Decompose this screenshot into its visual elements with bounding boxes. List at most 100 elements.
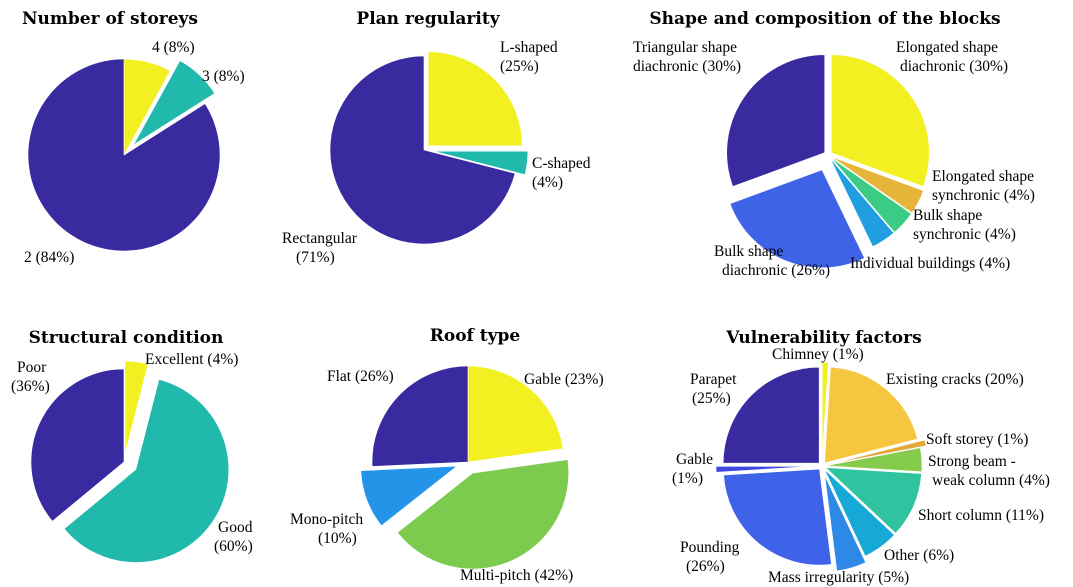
pie-slice-mono-pitch (360, 465, 458, 527)
label-line: (26%) (686, 558, 725, 575)
pie-slice-3 (133, 60, 216, 146)
label-line: (25%) (692, 390, 731, 407)
slice-label-pounding: Pounding (26%) (680, 539, 743, 575)
label-line: Elongated shape (896, 39, 998, 56)
pie-slice-rectangular (329, 55, 516, 245)
label-line: diachronic (30%) (633, 58, 741, 75)
slice-label-gable: Gable (1%) (672, 451, 717, 487)
slice-label-short-column: Short column (11%) (918, 507, 1044, 524)
slice-label-rectangular: Rectangular (71%) (282, 230, 361, 266)
chart-title: Number of storeys (22, 9, 198, 29)
slice-label-chimney: Chimney (1%) (772, 346, 864, 363)
label-line: synchronic (4%) (913, 226, 1016, 243)
pie-slice-excellent (124, 360, 149, 455)
pie-slice-2 (27, 58, 221, 252)
label-line: C-shaped (532, 155, 591, 172)
pie-slice-gable (715, 466, 813, 473)
label-line: Elongated shape (932, 168, 1034, 185)
label-line: diachronic (26%) (722, 262, 830, 279)
chart-vulnerability-factors: Vulnerability factors Chimney (1%) Exist… (672, 328, 1050, 586)
chart-title: Shape and composition of the blocks (649, 9, 1000, 29)
slice-label-poor: Poor (36%) (11, 359, 50, 395)
pie-slice-short-column (824, 467, 922, 534)
label-line: Strong beam - (928, 453, 1016, 470)
label-line: weak column (4%) (932, 472, 1050, 489)
chart-title: Roof type (430, 326, 521, 346)
pie-slice-elongated-shape-synchronic (831, 156, 924, 214)
pie-slice-good (63, 379, 230, 563)
chart-plan-regularity: Plan regularity L-shaped (25%) C-shaped … (282, 9, 594, 266)
slice-label-mono-pitch: Mono-pitch (10%) (290, 511, 367, 547)
label-line: (71%) (296, 249, 335, 266)
label-line: (36%) (11, 378, 50, 395)
pie-slice-elongated-shape-diachronic (830, 54, 930, 187)
label-line: Good (218, 519, 253, 536)
slice-label-elongated-diachronic: Elongated shape diachronic (30%) (896, 39, 1008, 75)
slice-label-other: Other (6%) (884, 547, 954, 564)
chart-number-of-storeys: Number of storeys 4 (8%) 3 (8%) 2 (84%) (22, 9, 245, 266)
slice-label-elongated-synchronic: Elongated shape synchronic (4%) (932, 168, 1038, 204)
slice-label-good: Good (60%) (214, 519, 256, 555)
slice-label-strong-beam: Strong beam - weak column (4%) (928, 453, 1050, 489)
pie-slice-bulk-shape-synchronic (830, 157, 912, 233)
pie-slice-gable (467, 365, 564, 463)
label-line: (60%) (214, 538, 253, 555)
chart-shape-composition: Shape and composition of the blocks Tria… (633, 9, 1038, 279)
pie-slice-pounding (723, 468, 832, 566)
slice-label-l-shaped: L-shaped (25%) (500, 39, 562, 75)
slice-label-triangular-diachronic: Triangular shape diachronic (30%) (633, 39, 741, 75)
pie-slice-parapet (722, 366, 820, 464)
slice-label-bulk-diachronic: Bulk shape diachronic (26%) (714, 243, 830, 279)
chart-roof-type: Roof type Flat (26%) Gable (23%) Mono-pi… (290, 326, 604, 584)
pie-slice-soft-storey (831, 439, 927, 465)
chart-title: Structural condition (29, 328, 224, 348)
pie-slice-multi-pitch (396, 459, 569, 570)
label-line: Gable (676, 451, 713, 468)
chart-structural-condition: Structural condition Excellent (4%) Poor… (11, 328, 256, 563)
label-line: Rectangular (282, 230, 358, 247)
pie-slice-other (824, 469, 895, 557)
label-line: Bulk shape (913, 207, 982, 224)
label-line: diachronic (30%) (900, 58, 1008, 75)
pie-slice-mass-irregularity (824, 475, 867, 572)
pie-slice-flat (371, 365, 469, 467)
slice-label-bulk-synchronic: Bulk shape synchronic (4%) (913, 207, 1016, 243)
slice-label-3: 3 (8%) (202, 68, 245, 85)
label-line: Poor (17, 359, 47, 376)
slice-label-mass-irregularity: Mass irregularity (5%) (768, 569, 909, 586)
label-line: (4%) (532, 174, 563, 191)
label-line: (10%) (318, 530, 357, 547)
label-line: Triangular shape (633, 39, 737, 56)
label-line: Bulk shape (714, 243, 783, 260)
pie-slice-existing-cracks (824, 366, 918, 464)
pie-slice-strong-beam-weak-column (825, 447, 923, 473)
label-line: (1%) (672, 470, 703, 487)
pie-slice-triangular-shape-diachronic (726, 54, 826, 187)
pie-slice-individual-buildings (829, 158, 895, 248)
pie-slice-l-shaped (427, 51, 523, 147)
slice-label-excellent: Excellent (4%) (145, 351, 238, 368)
slice-label-4: 4 (8%) (152, 39, 195, 56)
label-line: Mono-pitch (290, 511, 363, 528)
pie-slice-bulk-shape-diachronic (729, 169, 865, 269)
slice-label-c-shaped: C-shaped (4%) (532, 155, 594, 191)
label-line: Parapet (690, 371, 737, 388)
slice-label-existing-cracks: Existing cracks (20%) (886, 371, 1024, 388)
slice-label-2: 2 (84%) (24, 249, 74, 266)
pie-slice-chimney (821, 361, 829, 459)
label-line: L-shaped (500, 39, 558, 56)
chart-title: Plan regularity (356, 9, 500, 29)
slice-label-gable: Gable (23%) (524, 371, 604, 388)
slice-label-flat: Flat (26%) (327, 368, 394, 385)
label-line: Pounding (680, 539, 740, 556)
slice-label-soft-storey: Soft storey (1%) (926, 431, 1028, 448)
pie-slice-poor (30, 368, 125, 522)
slice-label-parapet: Parapet (25%) (690, 371, 740, 407)
slice-label-multi-pitch: Multi-pitch (42%) (460, 567, 573, 584)
slice-label-individual-buildings: Individual buildings (4%) (850, 255, 1010, 272)
pie-slice-c-shaped (433, 150, 529, 175)
label-line: synchronic (4%) (932, 187, 1035, 204)
label-line: (25%) (500, 58, 539, 75)
chart-title: Vulnerability factors (725, 328, 921, 348)
